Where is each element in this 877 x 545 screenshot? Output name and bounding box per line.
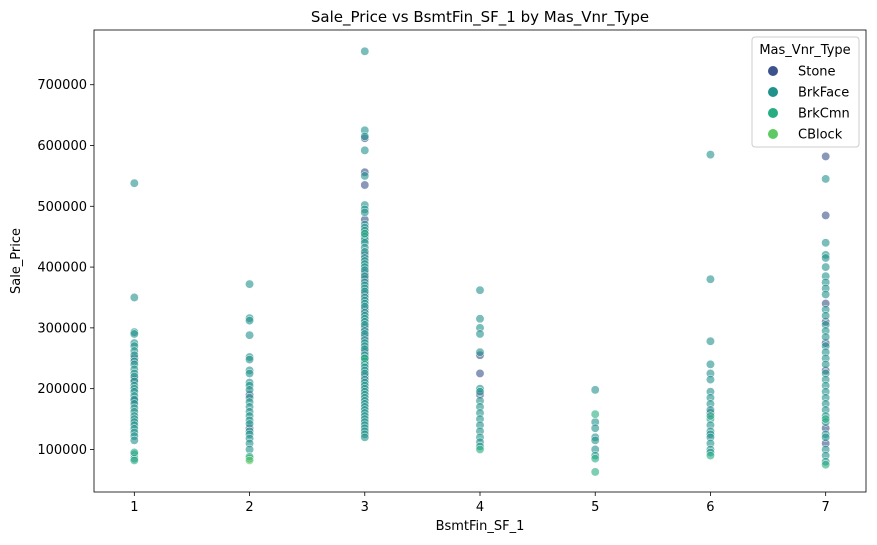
data-point-brkface-150 xyxy=(706,359,715,369)
data-point-stone-23 xyxy=(821,151,831,161)
y-tick-label-500000: 500000 xyxy=(37,200,87,215)
y-tick-label-400000: 400000 xyxy=(37,261,87,276)
x-tick-label-6: 6 xyxy=(706,500,714,515)
data-point-brkface-124 xyxy=(475,285,485,295)
data-point-brkface-147 xyxy=(706,150,715,160)
x-tick-label-4: 4 xyxy=(476,500,484,515)
data-points xyxy=(129,46,831,477)
data-point-brkface-166 xyxy=(821,238,831,248)
y-axis-title: Sale_Price xyxy=(9,228,24,294)
data-point-brkface-59 xyxy=(360,145,370,155)
data-point-brkface-127 xyxy=(475,329,485,339)
data-point-brkface-182 xyxy=(821,359,831,369)
data-point-brkface-193 xyxy=(821,432,831,442)
x-tick-label-5: 5 xyxy=(591,500,599,515)
data-point-brkface-148 xyxy=(706,274,715,284)
data-point-brkface-63 xyxy=(360,207,370,217)
data-point-brkface-168 xyxy=(821,253,831,263)
data-point-brkcmn-3 xyxy=(360,229,370,239)
data-point-brkface-178 xyxy=(821,332,831,342)
data-point-brkface-165 xyxy=(821,174,831,184)
data-point-brkface-0 xyxy=(129,178,139,188)
data-point-brkcmn-6 xyxy=(590,409,600,419)
legend-label-brkface: BrkFace xyxy=(798,86,849,101)
data-point-brkface-125 xyxy=(475,314,485,324)
data-point-stone-20 xyxy=(475,369,485,378)
legend-label-brkcmn: BrkCmn xyxy=(798,107,850,122)
data-point-brkface-140 xyxy=(590,385,600,395)
data-point-brkcmn-8 xyxy=(590,467,600,477)
legend-title: Mas_Vnr_Type xyxy=(759,43,850,58)
x-axis-title: BsmtFin_SF_1 xyxy=(436,519,525,534)
x-axis: 1 2 3 4 5 6 7 xyxy=(130,492,830,515)
data-point-brkcmn-9 xyxy=(706,411,715,421)
data-point-brkcmn-7 xyxy=(590,454,600,464)
legend-marker-stone xyxy=(768,66,778,76)
data-point-brkface-169 xyxy=(821,262,831,272)
data-point-stone-7 xyxy=(360,180,370,190)
data-point-brkface-29 xyxy=(129,435,139,445)
data-point-brkcmn-5 xyxy=(475,445,485,454)
legend-label-cblock: CBlock xyxy=(798,128,843,143)
data-point-brkface-128 xyxy=(475,347,485,357)
x-tick-label-3: 3 xyxy=(361,500,369,515)
data-point-brkcmn-12 xyxy=(821,460,831,470)
y-tick-label-200000: 200000 xyxy=(37,382,87,397)
data-point-brkface-173 xyxy=(821,289,831,299)
legend: Mas_Vnr_Type Stone BrkFace BrkCmn CBlock xyxy=(751,36,860,148)
data-point-brkface-123 xyxy=(360,432,370,442)
legend-marker-brkcmn xyxy=(768,108,778,118)
legend-marker-cblock xyxy=(768,129,778,139)
data-point-brkface-3 xyxy=(129,329,139,339)
legend-label-stone: Stone xyxy=(798,65,836,80)
data-point-brkcmn-4 xyxy=(360,353,370,363)
x-tick-label-1: 1 xyxy=(130,500,138,515)
data-point-brkface-149 xyxy=(706,336,715,346)
legend-marker-brkface xyxy=(768,87,778,97)
data-point-brkface-42 xyxy=(245,385,255,395)
data-point-stone-24 xyxy=(821,210,831,220)
y-tick-label-100000: 100000 xyxy=(37,443,87,458)
y-tick-label-700000: 700000 xyxy=(37,78,87,93)
legend-box xyxy=(751,36,860,148)
chart-title: Sale_Price vs BsmtFin_SF_1 by Mas_Vnr_Ty… xyxy=(311,8,649,27)
data-point-brkface-32 xyxy=(245,279,255,289)
data-point-brkface-39 xyxy=(245,369,255,378)
data-point-brkface-37 xyxy=(245,355,255,364)
x-tick-label-2: 2 xyxy=(245,500,253,515)
data-point-brkface-58 xyxy=(360,131,370,141)
y-axis: 100000 200000 300000 400000 500000 600000 7000… xyxy=(37,78,94,458)
data-point-cblock-0 xyxy=(245,455,255,465)
data-point-brkcmn-0 xyxy=(129,448,139,457)
data-point-brkface-130 xyxy=(475,387,485,397)
data-point-brkface-1 xyxy=(129,293,139,302)
data-point-brkcmn-11 xyxy=(821,414,831,424)
data-point-brkface-152 xyxy=(706,375,715,384)
y-tick-label-600000: 600000 xyxy=(37,139,87,154)
data-point-brkcmn-1 xyxy=(129,455,139,465)
data-point-brkface-175 xyxy=(821,311,831,321)
x-tick-label-7: 7 xyxy=(822,500,830,515)
data-point-brkface-60 xyxy=(360,171,370,181)
data-point-brkface-56 xyxy=(360,46,370,56)
y-tick-label-300000: 300000 xyxy=(37,321,87,336)
data-point-brkface-34 xyxy=(245,316,255,326)
data-point-brkcmn-10 xyxy=(706,451,715,460)
data-point-brkface-35 xyxy=(245,330,255,340)
data-point-brkface-142 xyxy=(590,423,600,433)
data-point-brkface-144 xyxy=(590,435,600,445)
